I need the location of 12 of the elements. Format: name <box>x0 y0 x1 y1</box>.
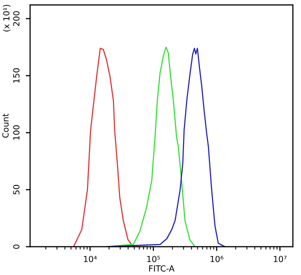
y-axis-title: Count <box>2 114 9 138</box>
x-tick-label: 10⁶ <box>210 256 224 262</box>
y-tick-label: 100 <box>13 125 20 140</box>
y-tick-label: 50 <box>13 184 20 194</box>
y-tick-label: 150 <box>13 68 20 83</box>
x-axis-title: FITC-A <box>149 265 175 272</box>
x-tick-label: 10⁷ <box>274 256 287 262</box>
text: (x 10¹) <box>3 4 10 32</box>
x-tick-label: 10⁴ <box>84 256 97 262</box>
x-tick-label: 10⁵ <box>147 256 160 262</box>
y-tick-label: 200 <box>13 11 20 26</box>
y-tick-label: 0 <box>13 244 20 249</box>
